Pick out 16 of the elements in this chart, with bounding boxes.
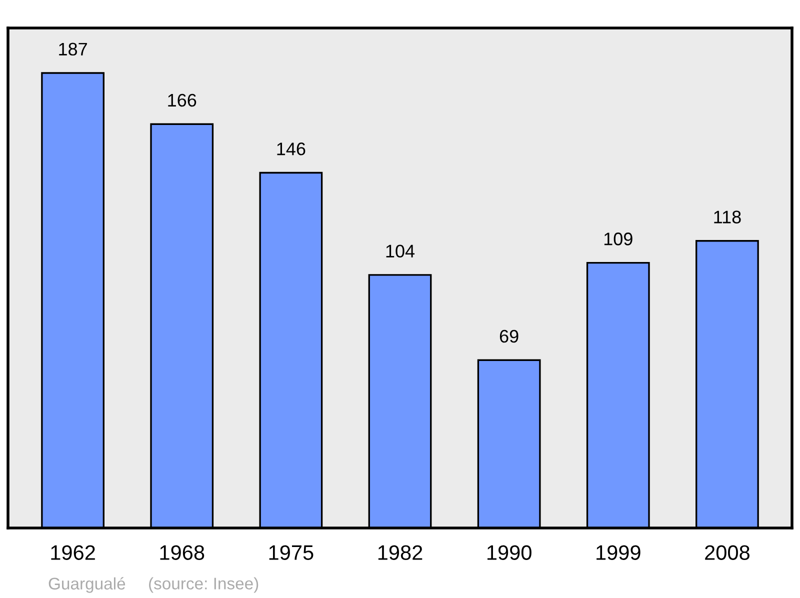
x-tick-label: 1975 xyxy=(269,545,314,560)
text: Guargualé xyxy=(48,577,126,593)
data-label: 166 xyxy=(168,94,196,107)
data-label: 187 xyxy=(59,42,87,56)
x-tick-label: 1968 xyxy=(160,545,204,560)
data-label: 118 xyxy=(714,210,741,224)
data-label: 109 xyxy=(604,232,632,246)
data-label: 69 xyxy=(500,330,518,343)
x-tick-label: 1982 xyxy=(378,545,422,560)
x-tick-label: 1999 xyxy=(596,545,640,560)
text: (source: Insee) xyxy=(149,577,258,593)
x-tick-label: 1990 xyxy=(487,545,532,560)
x-tick-label: 1962 xyxy=(51,545,95,560)
x-tick-label: 2008 xyxy=(705,545,750,560)
data-label: 104 xyxy=(386,244,415,258)
data-label: 146 xyxy=(277,142,306,156)
